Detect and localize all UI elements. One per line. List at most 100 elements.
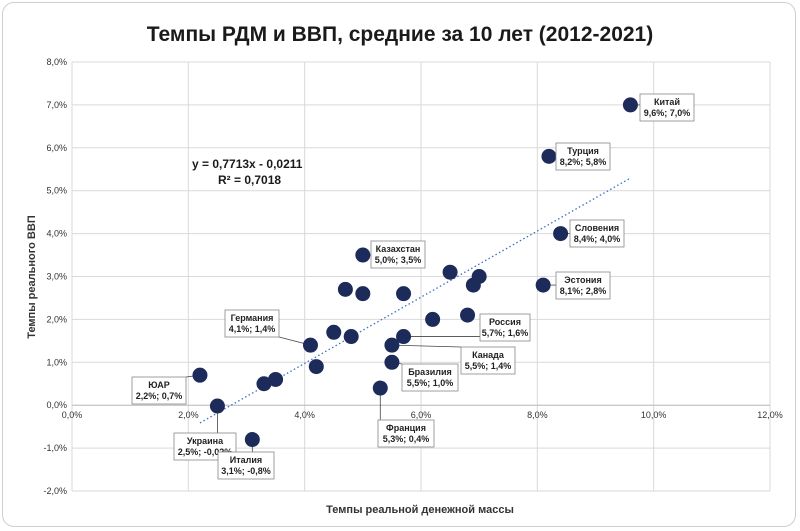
data-point <box>268 371 284 387</box>
data-label-value: 5,5%; 1,0% <box>407 378 454 388</box>
data-point <box>244 432 260 448</box>
trendline <box>199 177 631 424</box>
data-label-value: 5,0%; 3,5% <box>375 255 422 265</box>
chart-title: Темпы РДМ и ВВП, средние за 10 лет (2012… <box>147 23 653 46</box>
data-label-box <box>370 240 426 269</box>
data-label-box <box>569 219 625 248</box>
y-tick-label: 2,0% <box>46 314 67 324</box>
trendline-path <box>199 177 631 424</box>
y-tick-label: 0,0% <box>46 400 67 410</box>
data-label-value: 5,5%; 1,4% <box>465 361 512 371</box>
data-label-name: Эстония <box>564 275 601 285</box>
label-leader-line <box>391 344 462 348</box>
data-label-name: Франция <box>386 423 426 433</box>
y-axis-title: Темпы реального ВВП <box>26 215 38 339</box>
trend-r2: R² = 0,7018 <box>218 173 281 187</box>
data-label-name: Словения <box>575 223 619 233</box>
data-point <box>355 286 371 302</box>
trend-equation: y = 0,7713x - 0,0211 <box>192 157 303 171</box>
data-label-name: Турция <box>567 146 599 156</box>
x-tick-label: 8,0% <box>527 410 548 420</box>
data-point <box>384 354 400 370</box>
x-tick-label: 0,0% <box>62 410 83 420</box>
data-point <box>308 359 324 375</box>
y-tick-label: 5,0% <box>46 186 67 196</box>
data-point <box>622 97 638 113</box>
data-point <box>326 324 342 340</box>
data-label-box <box>555 142 611 171</box>
data-point <box>337 281 353 297</box>
x-tick-label: 6,0% <box>411 410 432 420</box>
data-label-name: ЮАР <box>148 380 170 390</box>
gridlines <box>71 61 771 492</box>
data-point <box>396 329 412 345</box>
data-point <box>425 311 441 327</box>
y-tick-label: 7,0% <box>46 100 67 110</box>
data-label-value: 2,2%; 0,7% <box>136 391 183 401</box>
x-axis-title: Темпы реальной денежной массы <box>326 504 514 516</box>
data-label-name: Германия <box>231 313 274 323</box>
y-tick-label: -1,0% <box>43 443 67 453</box>
x-tick-label: 10,0% <box>641 410 667 420</box>
data-label-box <box>224 309 280 338</box>
y-tick-label: 4,0% <box>46 229 67 239</box>
data-label-box <box>479 313 531 342</box>
data-point <box>442 264 458 280</box>
data-label-value: 8,2%; 5,8% <box>560 157 607 167</box>
data-label-name: Украина <box>187 436 224 446</box>
data-label-box <box>401 363 459 392</box>
data-label-name: Россия <box>489 317 521 327</box>
data-point <box>256 376 272 392</box>
y-tick-label: 8,0% <box>46 57 67 67</box>
data-point <box>343 329 359 345</box>
data-point <box>535 277 551 293</box>
x-tick-label: 4,0% <box>294 410 315 420</box>
data-point <box>302 337 318 353</box>
data-label-value: 8,1%; 2,8% <box>560 286 607 296</box>
data-label-name: Китай <box>654 97 680 107</box>
data-label-value: 8,4%; 4,0% <box>574 234 621 244</box>
data-label-box <box>377 419 435 448</box>
data-label-box <box>639 93 695 122</box>
y-tick-label: -2,0% <box>43 486 67 496</box>
data-label-box <box>217 451 275 480</box>
data-point <box>209 398 225 414</box>
data-point <box>465 277 481 293</box>
data-label-box <box>131 376 187 405</box>
x-tick-label: 2,0% <box>178 410 199 420</box>
axis-ticks: -2,0% -1,0% 0,0% 1,0% 2,0% 3,0% 4,0% 5,0% 6,0% 7,… <box>43 57 782 496</box>
data-label-box <box>555 271 611 300</box>
data-point <box>541 148 557 164</box>
data-point <box>192 367 208 383</box>
data-label-value: 9,6%; 7,0% <box>644 108 691 118</box>
data-point <box>384 337 400 353</box>
data-label-name: Канада <box>472 350 505 360</box>
x-tick-label: 12,0% <box>757 410 783 420</box>
data-label-value: 5,7%; 1,6% <box>482 328 529 338</box>
data-label-value: 3,1%; -0,8% <box>221 466 271 476</box>
data-point <box>460 307 476 323</box>
y-tick-label: 3,0% <box>46 272 67 282</box>
data-point <box>355 247 371 263</box>
data-label-name: Бразилия <box>408 367 452 377</box>
data-label-value: 2,5%; -0,02% <box>178 447 233 457</box>
data-label-name: Казахстан <box>376 244 421 254</box>
data-point <box>553 226 569 242</box>
data-label-name: Италия <box>230 455 262 465</box>
y-tick-label: 1,0% <box>46 357 67 367</box>
data-points <box>192 97 638 448</box>
